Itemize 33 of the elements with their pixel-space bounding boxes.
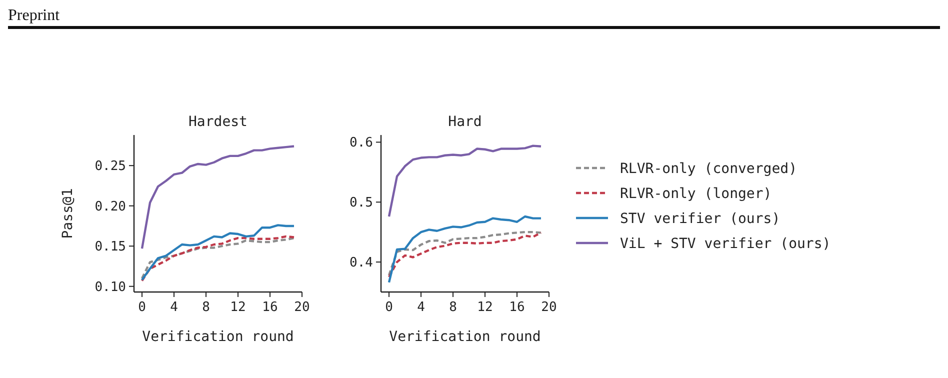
x-tick-label: 16 (262, 300, 278, 315)
y-tick-label: 0.10 (94, 280, 126, 295)
line-series (388, 215, 542, 284)
chart-title: Hard (448, 114, 482, 130)
x-tick-label: 12 (477, 300, 493, 315)
text: Preprint (8, 7, 60, 24)
y-tick-label: 0.4 (350, 256, 374, 271)
legend-label: ViL + STV verifier (ours) (620, 236, 831, 252)
x-tick-label: 20 (294, 300, 310, 315)
legend-label: RLVR-only (longer) (620, 186, 772, 202)
x-tick-label: 12 (230, 300, 246, 315)
y-tick-label: 0.5 (350, 196, 373, 211)
legend-label: RLVR-only (converged) (620, 160, 798, 177)
x-tick-label: 16 (509, 300, 525, 315)
x-tick-label: 0 (385, 300, 393, 315)
line-series (140, 224, 296, 282)
y-tick-label: 0.6 (350, 136, 373, 151)
x-axis-title: Verification round (142, 329, 294, 345)
legend-label: STV verifier (ours) (620, 210, 780, 227)
x-tick-label: 0 (138, 300, 146, 315)
line-series (140, 145, 296, 250)
y-tick-label: 0.25 (94, 159, 126, 174)
line-series (388, 144, 542, 218)
x-tick-label: 4 (170, 300, 178, 315)
x-tick-label: 4 (417, 300, 426, 315)
x-tick-label: 8 (449, 300, 457, 315)
y-tick-label: 0.15 (94, 240, 126, 255)
chart-title: Hardest (188, 114, 248, 130)
x-tick-label: 20 (541, 300, 557, 315)
x-tick-label: 8 (202, 300, 210, 315)
y-tick-label: 0.20 (94, 199, 126, 214)
x-axis-title: Verification round (389, 329, 541, 345)
y-axis-title: Pass@1 (60, 188, 76, 239)
